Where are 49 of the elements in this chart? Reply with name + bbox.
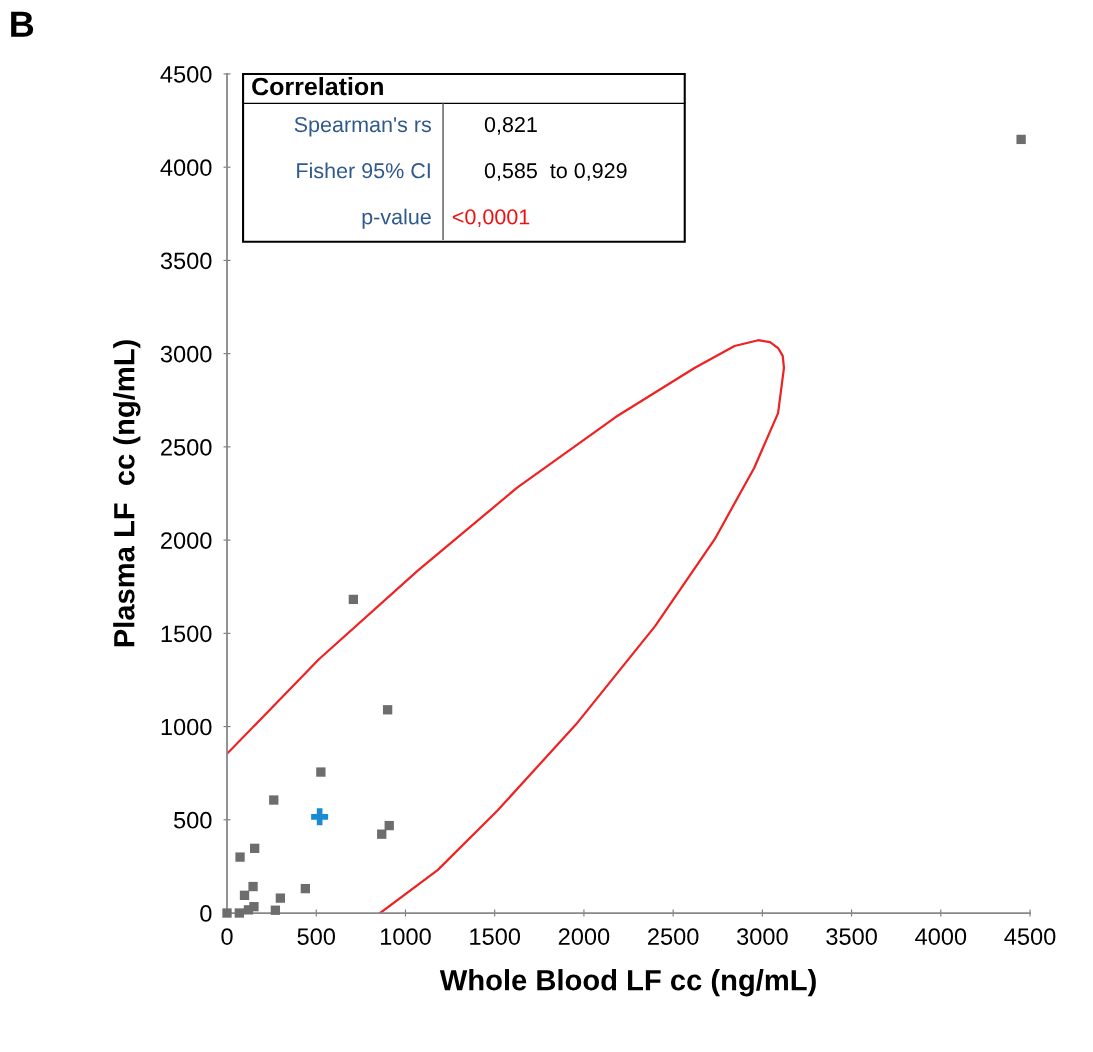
point — [382, 705, 393, 715]
x-tick-label: 3500 — [826, 928, 877, 945]
annotation: 0,585 to 0,929 — [484, 163, 627, 181]
x-tick-label: 1500 — [470, 928, 521, 945]
point — [249, 902, 259, 912]
y-tick-label: 4500 — [160, 66, 212, 83]
point — [311, 808, 329, 826]
point — [300, 883, 311, 894]
y-tick-label: 4000 — [160, 159, 212, 176]
x-axis-title: Whole Blood LF cc (ng/mL) — [439, 969, 816, 997]
y-axis-title: Plasma LF cc (ng/mL) — [113, 340, 141, 647]
point — [275, 893, 286, 903]
y-tick-label: 0 — [200, 905, 212, 922]
y-tick-label: 3000 — [160, 345, 212, 363]
annotation: Correlation — [252, 76, 383, 96]
y-tick-label: 2000 — [161, 532, 212, 549]
x-tick-label: 4500 — [1004, 928, 1056, 945]
y-tick-label: 1000 — [161, 718, 212, 736]
line-series — [227, 339, 786, 914]
x-tick-label: 4000 — [915, 928, 967, 945]
point — [239, 890, 250, 900]
point — [1016, 134, 1026, 145]
y-tick-label: 500 — [173, 811, 212, 829]
point — [235, 852, 245, 862]
point — [384, 820, 394, 831]
annotation: Fisher 95% CI — [297, 162, 430, 179]
point — [248, 881, 258, 892]
point — [316, 767, 326, 777]
x-tick-label: 500 — [297, 928, 336, 945]
point — [270, 905, 281, 915]
point — [348, 594, 359, 605]
x-tick-label: 3000 — [737, 928, 788, 945]
annotation: p-value — [362, 208, 431, 229]
annotation: 0,821 — [484, 116, 537, 135]
text: B — [11, 11, 34, 37]
point — [222, 908, 232, 918]
y-tick-label: 2500 — [161, 438, 212, 456]
x-tick-label: 2000 — [558, 928, 610, 945]
x-tick-label: 0 — [221, 928, 233, 945]
point — [234, 908, 244, 918]
x-tick-label: 2500 — [648, 928, 699, 945]
point — [250, 843, 260, 853]
point — [269, 795, 279, 805]
x-tick-label: 1000 — [381, 928, 431, 945]
point — [377, 829, 387, 839]
annotation: Spearman's rs — [294, 116, 432, 137]
y-tick-label: 1500 — [161, 625, 212, 643]
y-tick-label: 3500 — [160, 252, 212, 270]
annotation: <0,0001 — [452, 209, 530, 228]
